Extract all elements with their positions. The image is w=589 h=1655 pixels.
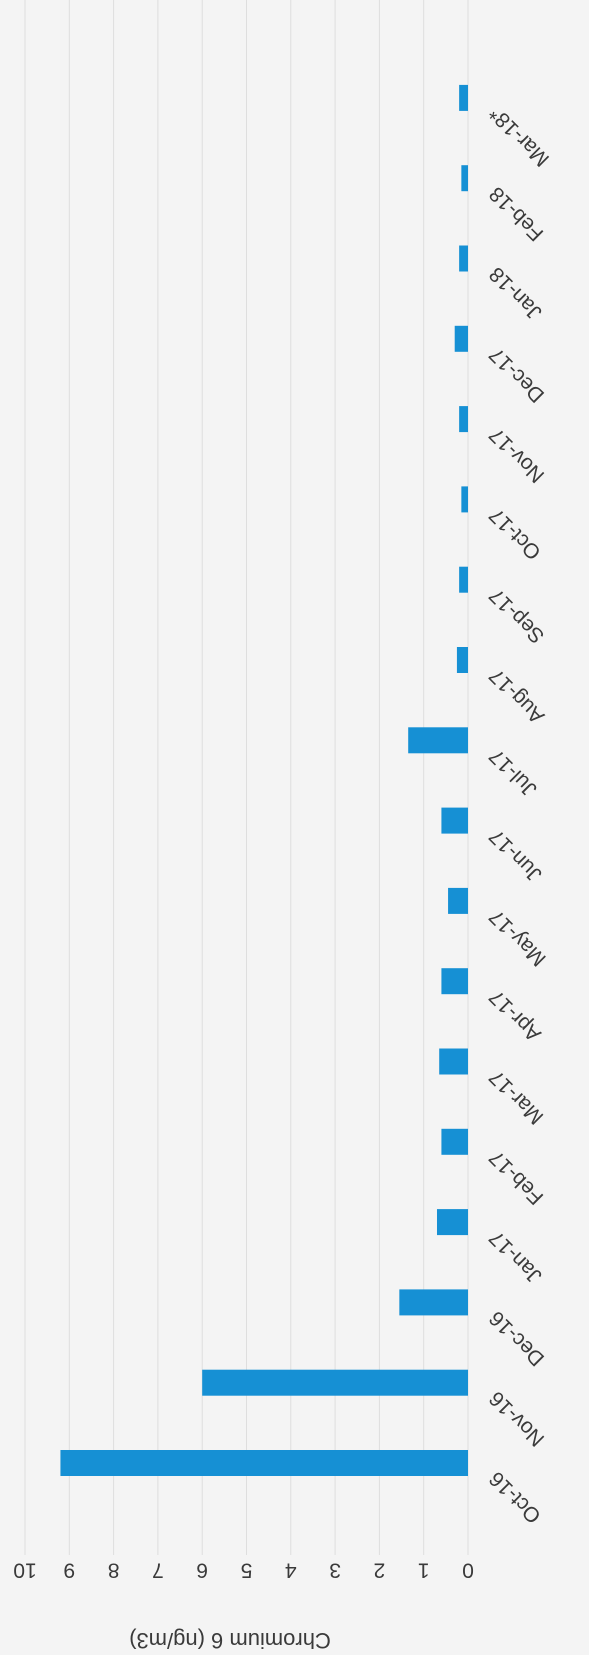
bar	[461, 486, 468, 513]
bar	[202, 1369, 468, 1396]
value-axis-title: Chromium 6 (ng/m3)	[129, 1628, 331, 1653]
value-tick-label: 9	[63, 1559, 75, 1582]
bar	[459, 84, 468, 111]
value-tick-label: 2	[374, 1559, 386, 1582]
bars	[60, 84, 468, 1476]
bar	[408, 727, 468, 754]
bar	[399, 1289, 468, 1316]
value-tick-label: 8	[108, 1559, 120, 1582]
bar	[448, 887, 468, 914]
value-tick-label: 4	[285, 1559, 297, 1582]
bar	[60, 1450, 468, 1476]
value-tick-label: 5	[241, 1559, 253, 1582]
bar	[459, 406, 468, 433]
value-tick-label: 10	[13, 1559, 36, 1582]
grid-lines	[24, 0, 469, 1555]
value-tick-label: 1	[418, 1559, 430, 1582]
value-tick-labels: 0 1 2 3 4 5 6 7 8 9 10	[13, 1559, 474, 1582]
bar	[436, 1209, 468, 1236]
bar	[441, 1128, 468, 1155]
bar	[439, 1048, 468, 1075]
value-tick-label: 6	[196, 1559, 208, 1582]
bar	[461, 165, 468, 192]
bar	[459, 245, 468, 272]
value-tick-label: 0	[462, 1559, 474, 1582]
value-tick-label: 7	[152, 1559, 164, 1582]
bar	[441, 807, 468, 834]
bar	[456, 647, 468, 673]
bar	[454, 325, 468, 352]
bar	[459, 566, 468, 593]
value-tick-label: 3	[329, 1559, 341, 1582]
bar	[441, 968, 468, 995]
